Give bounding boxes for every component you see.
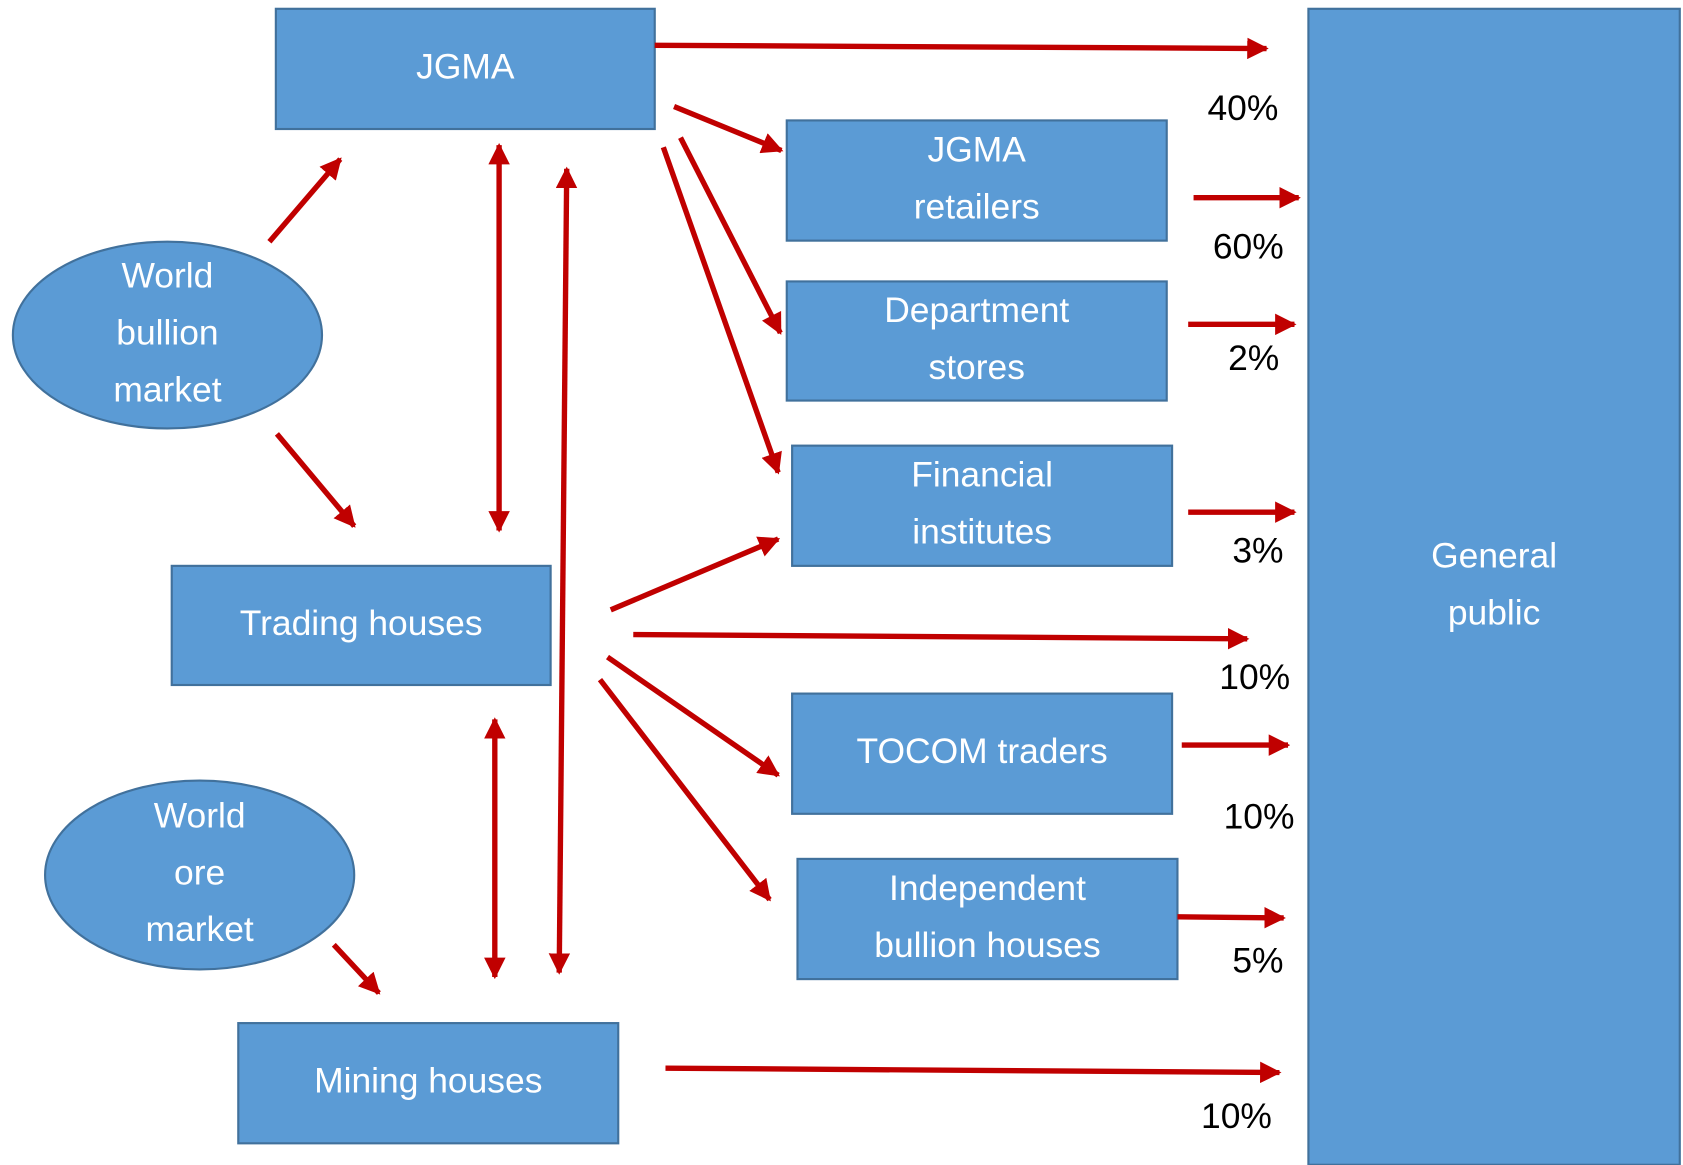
node-label: institutes bbox=[912, 512, 1052, 552]
share-label: 2% bbox=[1228, 338, 1279, 378]
node-label: bullion bbox=[116, 312, 218, 352]
node-label: market bbox=[146, 909, 254, 949]
node-label: ore bbox=[174, 852, 225, 892]
share-label: 3% bbox=[1232, 530, 1283, 570]
node-box bbox=[170, 564, 552, 687]
node-label: public bbox=[1448, 593, 1541, 633]
node-box bbox=[785, 119, 1168, 242]
node-box bbox=[237, 1022, 620, 1145]
share-label: 5% bbox=[1232, 940, 1283, 980]
node-label: World bbox=[122, 256, 214, 296]
share-label: 10% bbox=[1219, 657, 1290, 697]
node-box bbox=[791, 692, 1174, 815]
node-ellipse bbox=[11, 240, 324, 430]
node-label: market bbox=[113, 369, 221, 409]
node-ellipse bbox=[44, 779, 356, 971]
share-label: 10% bbox=[1224, 797, 1295, 837]
node-label: Trading houses bbox=[240, 603, 483, 643]
node-label: bullion houses bbox=[874, 925, 1100, 965]
node-label: General bbox=[1431, 536, 1557, 576]
node-box bbox=[796, 857, 1179, 981]
arrow bbox=[331, 942, 381, 995]
node-label: JGMA bbox=[928, 129, 1027, 169]
node-box bbox=[274, 7, 656, 131]
double-arrow bbox=[548, 166, 578, 975]
arrow bbox=[678, 136, 783, 335]
node-label: Mining houses bbox=[314, 1061, 542, 1101]
node-label: TOCOM traders bbox=[857, 731, 1108, 771]
arrow bbox=[267, 157, 343, 244]
node-box bbox=[791, 444, 1174, 567]
arrow bbox=[1177, 906, 1286, 929]
node-label: Independent bbox=[889, 868, 1086, 908]
share-label: 60% bbox=[1213, 227, 1284, 267]
arrow bbox=[274, 432, 357, 528]
arrow bbox=[609, 536, 781, 613]
arrow bbox=[673, 103, 784, 154]
node-label: World bbox=[154, 795, 246, 835]
share-label: 40% bbox=[1207, 88, 1278, 128]
node-box bbox=[785, 280, 1168, 402]
arrow bbox=[605, 654, 780, 778]
node-box bbox=[1307, 7, 1681, 1165]
node-label: stores bbox=[929, 347, 1025, 387]
arrow bbox=[597, 677, 772, 902]
arrow bbox=[665, 1061, 1282, 1084]
node-label: JGMA bbox=[416, 46, 515, 86]
node-label: retailers bbox=[914, 186, 1040, 226]
arrow bbox=[660, 146, 782, 475]
share-label: 10% bbox=[1201, 1096, 1272, 1136]
node-label: Financial bbox=[911, 455, 1053, 495]
arrow bbox=[654, 37, 1269, 60]
arrow bbox=[633, 627, 1250, 650]
node-label: Department bbox=[884, 290, 1069, 330]
